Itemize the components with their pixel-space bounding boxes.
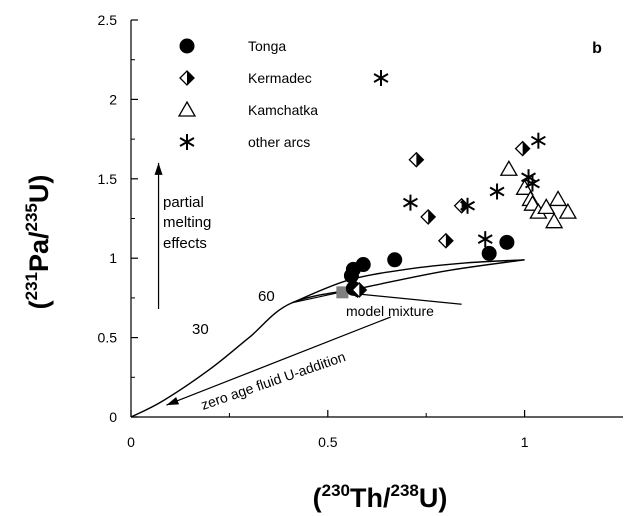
x-axis-ticks: 0 0.5 1 bbox=[127, 410, 529, 450]
point-kamchatka bbox=[544, 212, 564, 229]
annotation-30: 30 bbox=[192, 321, 209, 338]
annotation-arrows bbox=[154, 162, 462, 406]
legend-marker-kamchatka bbox=[177, 100, 197, 117]
annotation-60: 60 bbox=[258, 288, 275, 305]
y-tick-label: 1 bbox=[109, 250, 117, 266]
line-60-connector bbox=[292, 290, 344, 304]
point-other-arcs bbox=[477, 231, 493, 248]
y-tick-label: 0 bbox=[109, 409, 117, 425]
point-kermadec bbox=[514, 140, 531, 157]
legend: Tonga Kermadec Kamchatka other arcs bbox=[177, 38, 389, 150]
annotation-zero-age: zero age fluid U-addition bbox=[199, 348, 348, 413]
point-kamchatka bbox=[558, 202, 578, 219]
y-tick-label: 2.5 bbox=[98, 12, 118, 28]
annotation-partial-melting-3: effects bbox=[163, 235, 207, 252]
x-axis-label: (230Th/238U) bbox=[313, 481, 448, 513]
point-tonga bbox=[499, 234, 515, 250]
point-kamchatka bbox=[499, 159, 518, 176]
legend-label-tonga: Tonga bbox=[248, 38, 286, 54]
point-kamchatka bbox=[537, 198, 556, 215]
point-other-arcs bbox=[460, 197, 475, 214]
point-other-arcs bbox=[489, 183, 505, 200]
curve-zero-age-fluid bbox=[130, 259, 525, 418]
annotation-partial-melting-1: partial bbox=[163, 194, 204, 211]
point-kermadec bbox=[408, 151, 425, 168]
legend-marker-other-arcs bbox=[179, 134, 195, 150]
y-tick-label: 2 bbox=[109, 91, 117, 107]
model-curves bbox=[130, 259, 525, 418]
point-kamchatka bbox=[548, 190, 568, 207]
y-axis-ticks: 0 0.5 1 1.5 2 2.5 bbox=[98, 12, 138, 425]
arrow-model-mixture bbox=[349, 292, 462, 305]
point-kamchatka bbox=[515, 179, 534, 195]
point-tonga bbox=[481, 245, 497, 261]
y-tick-label: 1.5 bbox=[98, 171, 118, 187]
y-tick-label: 0.5 bbox=[98, 330, 118, 346]
arrow-zero-age-head bbox=[166, 396, 180, 406]
point-tonga bbox=[387, 252, 403, 268]
legend-extra-asterisk bbox=[373, 70, 389, 86]
point-tonga bbox=[355, 257, 371, 273]
model-point-square bbox=[336, 286, 349, 299]
point-other-arcs bbox=[525, 175, 540, 192]
x-tick-label: 1 bbox=[521, 434, 529, 450]
point-kermadec bbox=[420, 208, 437, 225]
x-tick-label: 0 bbox=[127, 434, 135, 450]
legend-label-other-arcs: other arcs bbox=[248, 134, 310, 150]
arrow-zero-age bbox=[166, 316, 391, 406]
point-other-arcs bbox=[530, 132, 546, 149]
point-kermadec bbox=[351, 282, 368, 298]
point-kermadec bbox=[437, 232, 454, 249]
data-points bbox=[336, 132, 578, 299]
annotation-model-mixture: model mixture bbox=[346, 303, 434, 319]
legend-marker-kermadec bbox=[179, 70, 195, 86]
point-other-arcs bbox=[402, 194, 418, 211]
legend-label-kermadec: Kermadec bbox=[248, 70, 312, 86]
legend-marker-tonga bbox=[179, 38, 195, 54]
y-axis-label: (231Pa/235U) bbox=[22, 175, 54, 310]
x-tick-label: 0.5 bbox=[318, 434, 338, 450]
legend-label-kamchatka: Kamchatka bbox=[248, 102, 318, 118]
curve-model-mixture bbox=[292, 259, 525, 304]
arrow-partial-melting-head bbox=[154, 162, 163, 175]
panel-label: b bbox=[592, 40, 602, 57]
annotation-partial-melting-2: melting bbox=[163, 214, 211, 231]
